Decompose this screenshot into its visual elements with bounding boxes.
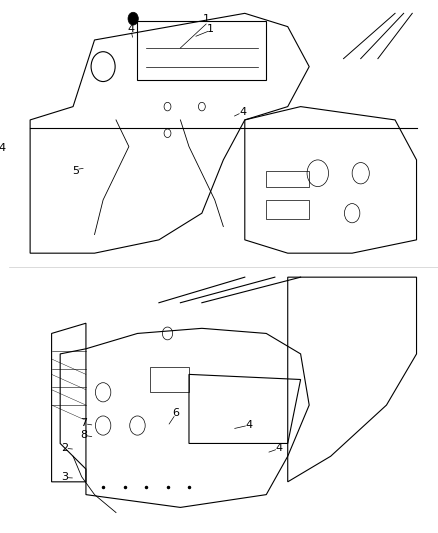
Text: 5: 5 [72, 166, 79, 175]
Text: 7: 7 [80, 418, 87, 428]
Text: 8: 8 [80, 430, 87, 440]
Text: 3: 3 [61, 472, 68, 482]
Circle shape [128, 12, 138, 25]
Text: 2: 2 [61, 443, 68, 453]
Text: 4: 4 [127, 25, 134, 34]
Text: 6: 6 [173, 408, 180, 418]
Text: 1: 1 [203, 14, 210, 23]
Polygon shape [9, 0, 438, 266]
Text: 4: 4 [0, 143, 6, 153]
Text: 4: 4 [276, 443, 283, 453]
Text: 4: 4 [239, 107, 246, 117]
Text: 4: 4 [246, 420, 253, 430]
Text: 1: 1 [207, 25, 214, 34]
